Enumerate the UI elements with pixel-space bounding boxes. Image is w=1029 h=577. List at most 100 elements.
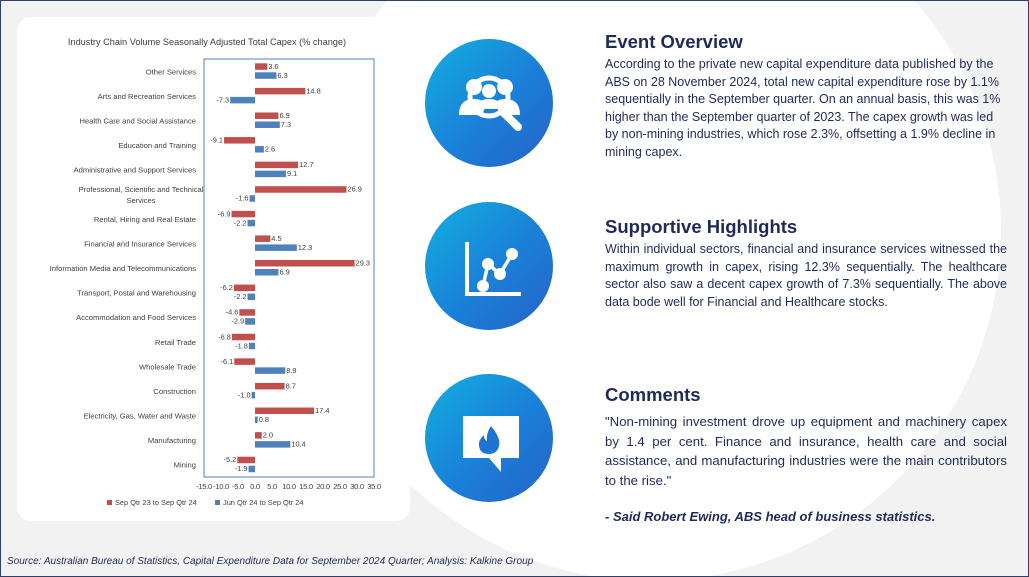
category-label: Manufacturing — [148, 436, 196, 445]
data-label: 4.5 — [271, 234, 281, 243]
source-note: Source: Australian Bureau of Statistics,… — [7, 556, 534, 567]
bar-jun-qtr-24 — [255, 121, 280, 128]
category-label: Health Care and Social Assistance — [79, 116, 196, 125]
category-label: Wholesale Trade — [139, 362, 196, 371]
bar-jun-qtr-24 — [255, 146, 264, 153]
bar-jun-qtr-24 — [249, 195, 255, 202]
data-label: -6.1 — [221, 357, 234, 366]
data-label: -1.9 — [235, 464, 248, 473]
bar-sep-qtr-23 — [255, 186, 347, 193]
legend-swatch — [107, 500, 112, 505]
bar-jun-qtr-24 — [247, 293, 255, 301]
event-overview-body: According to the private new capital exp… — [605, 57, 1001, 159]
legend-label: Jun Qtr 24 to Sep Qtr 24 — [223, 498, 304, 507]
data-label: -2.2 — [234, 292, 247, 301]
bar-sep-qtr-23 — [233, 284, 255, 292]
data-label: -4.6 — [226, 308, 239, 317]
data-label: -7.3 — [216, 95, 229, 104]
supportive-highlights-title: Supportive Highlights — [605, 216, 798, 237]
people-search-icon — [425, 39, 553, 167]
category-label: Other Services — [146, 67, 196, 76]
data-label: -6.8 — [218, 332, 231, 341]
x-tick-label: 20.0 — [316, 482, 330, 491]
category-label: Electricity, Gas, Water and Waste — [84, 412, 196, 421]
data-label: -2.2 — [234, 218, 247, 227]
category-label: Retail Trade — [155, 338, 196, 347]
bar-sep-qtr-23 — [234, 358, 255, 365]
data-label: 6.3 — [277, 71, 287, 80]
category-label: Professional, Scientific and Technical Se… — [79, 185, 204, 205]
bar-sep-qtr-23 — [255, 382, 285, 390]
data-label: -5.2 — [224, 455, 237, 464]
data-label: 6.9 — [279, 268, 289, 277]
bar-sep-qtr-23 — [224, 137, 255, 144]
data-label: 3.6 — [268, 62, 278, 71]
data-label: -1.6 — [236, 194, 249, 203]
supportive-highlights-body: Within individual sectors, financial and… — [605, 242, 1007, 309]
bar-sep-qtr-23 — [237, 456, 255, 464]
bar-sep-qtr-23 — [255, 432, 262, 439]
x-tick-label: -10.0 — [213, 482, 229, 491]
bar-jun-qtr-24 — [255, 367, 286, 374]
data-label: -6.9 — [218, 209, 231, 218]
x-tick-label: -5.0 — [232, 482, 244, 491]
bar-sep-qtr-23 — [255, 63, 268, 70]
event-overview-title: Event Overview — [605, 31, 743, 52]
bar-sep-qtr-23 — [255, 407, 315, 415]
category-label: Information Media and Telecommunications — [50, 264, 197, 273]
data-label: 6.9 — [279, 111, 289, 120]
category-label: Financial and Insurance Services — [84, 239, 196, 248]
data-label: 9.1 — [287, 169, 297, 178]
data-label: -6.2 — [220, 283, 233, 292]
chat-flame-icon — [425, 374, 553, 502]
data-label: 12.7 — [299, 160, 313, 169]
legend-swatch — [215, 500, 220, 505]
data-label: 14.8 — [306, 86, 320, 95]
data-label: 8.9 — [286, 366, 296, 375]
quote-attribution: - Said Robert Ewing, ABS head of busines… — [605, 509, 936, 524]
x-tick-label: 35.0 — [367, 482, 381, 491]
chart-card: Industry Chain Volume Seasonally Adjuste… — [17, 17, 410, 521]
data-label: -2.9 — [231, 317, 244, 326]
bar-sep-qtr-23 — [255, 161, 299, 169]
bar-sep-qtr-23 — [255, 260, 355, 267]
x-tick-label: 25.0 — [333, 482, 347, 491]
data-label: -9.1 — [210, 136, 223, 145]
data-label: -1.8 — [235, 341, 248, 350]
capex-bar-chart: Industry Chain Volume Seasonally Adjuste… — [50, 37, 381, 507]
bar-sep-qtr-23 — [255, 87, 306, 95]
data-label: 7.3 — [281, 120, 291, 129]
x-tick-label: 0.0 — [250, 482, 260, 491]
x-tick-label: -15.0 — [196, 482, 212, 491]
bar-jun-qtr-24 — [255, 416, 258, 424]
bar-sep-qtr-23 — [255, 112, 279, 119]
x-tick-label: 5.0 — [267, 482, 277, 491]
data-label: 17.4 — [315, 406, 329, 415]
category-label: Rental, Hiring and Real Estate — [94, 215, 196, 224]
chart-title: Industry Chain Volume Seasonally Adjuste… — [68, 37, 346, 47]
category-label: Mining — [174, 461, 196, 470]
bar-jun-qtr-24 — [255, 72, 277, 79]
category-label: Education and Training — [118, 141, 196, 150]
bar-jun-qtr-24 — [245, 318, 255, 325]
data-label: 8.7 — [286, 381, 296, 390]
category-label: Transport, Postal and Warehousing — [77, 289, 196, 298]
data-label: 29.3 — [356, 259, 370, 268]
bar-sep-qtr-23 — [255, 235, 271, 242]
bar-sep-qtr-23 — [239, 309, 255, 316]
data-label: 26.9 — [347, 185, 361, 194]
category-label: Arts and Recreation Services — [98, 92, 197, 101]
category-label: Construction — [153, 387, 196, 396]
comments-quote: "Non-mining investment drove up equipmen… — [605, 414, 1007, 488]
category-label: Accommodation and Food Services — [76, 313, 196, 322]
plot-area-border — [203, 58, 375, 478]
bar-jun-qtr-24 — [255, 441, 291, 448]
bar-jun-qtr-24 — [251, 391, 255, 399]
bar-jun-qtr-24 — [247, 219, 255, 227]
data-label: 12.3 — [298, 243, 312, 252]
legend-label: Sep Qtr 23 to Sep Qtr 24 — [115, 498, 197, 507]
bar-jun-qtr-24 — [230, 96, 255, 104]
bar-jun-qtr-24 — [255, 170, 286, 178]
data-label: -1.0 — [238, 390, 251, 399]
